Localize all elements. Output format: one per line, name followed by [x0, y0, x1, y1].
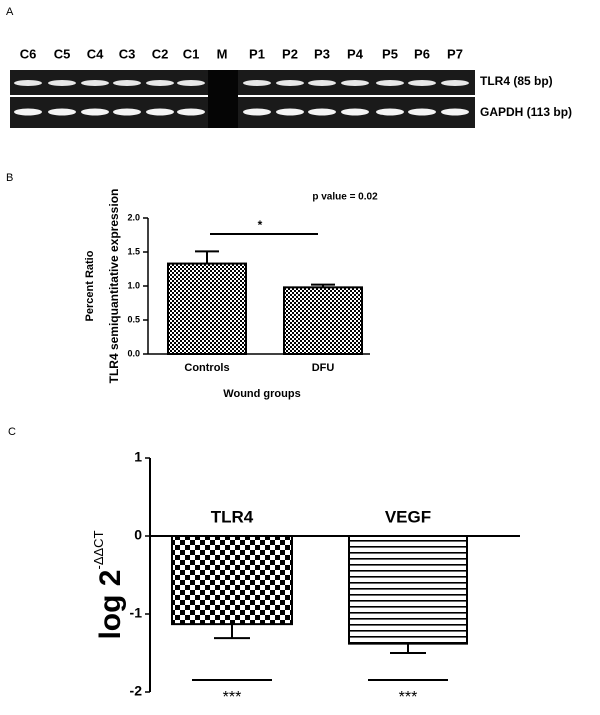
band-label: GAPDH (113 bp) [480, 105, 572, 119]
band [243, 108, 271, 116]
significance-mark: *** [223, 689, 242, 706]
band [243, 80, 271, 86]
band [146, 80, 174, 86]
y-tick-label: 1.5 [127, 246, 140, 256]
band [48, 80, 76, 86]
y-tick-label: 1 [134, 449, 142, 465]
band [146, 108, 174, 116]
lane-label: P7 [447, 46, 463, 61]
lane-label: P3 [314, 46, 330, 61]
band [276, 108, 304, 116]
x-tick-label: Controls [184, 362, 229, 374]
lane-label: C3 [119, 46, 136, 61]
band [341, 108, 369, 116]
band [177, 108, 205, 116]
band [441, 80, 469, 86]
bar [283, 286, 363, 355]
y-tick-label: 2.0 [127, 212, 140, 222]
error-bar [311, 283, 335, 288]
y-tick-label: 1.0 [127, 280, 140, 290]
band [308, 80, 336, 86]
lane-label: P6 [414, 46, 430, 61]
band [14, 108, 42, 116]
y-tick-label: 0.0 [127, 348, 140, 358]
y-axis-label: TLR4 semiquantitative expression [107, 189, 121, 384]
y-tick-label: 0 [134, 527, 142, 543]
band [177, 80, 205, 86]
lane-label: C4 [87, 46, 104, 61]
y-axis-label: Percent Ratio [84, 250, 96, 321]
panel-label: C [8, 426, 16, 438]
y-axis-label-base: log 2 [94, 570, 127, 640]
significance-mark: *** [399, 689, 418, 706]
y-tick-label: -1 [130, 605, 143, 621]
error-bar [390, 643, 426, 654]
category-label: TLR4 [211, 507, 254, 526]
band [81, 108, 109, 116]
annotation: p value = 0.02 [312, 192, 378, 203]
x-axis-label: Wound groups [223, 388, 300, 400]
lane-label: C1 [183, 46, 200, 61]
gel-strip [10, 97, 475, 128]
error-bar [214, 624, 250, 640]
lane-label: P1 [249, 46, 265, 61]
lane-label: C6 [20, 46, 37, 61]
band-label: TLR4 (85 bp) [480, 74, 553, 88]
band [408, 80, 436, 86]
gel-strip [10, 70, 475, 95]
band [113, 108, 141, 116]
lane-label: P5 [382, 46, 398, 61]
lane-label: C2 [152, 46, 169, 61]
bar [348, 535, 468, 645]
band [308, 108, 336, 116]
marker-lane [208, 70, 238, 128]
band [376, 80, 404, 86]
band [408, 108, 436, 116]
y-axis-label-superscript: -ΔΔCT [91, 530, 106, 569]
band [341, 80, 369, 86]
y-tick-label: -2 [130, 683, 143, 699]
band [14, 80, 42, 86]
significance-mark: * [258, 218, 263, 232]
band [48, 108, 76, 116]
band [376, 108, 404, 116]
lane-label: C5 [54, 46, 71, 61]
band [81, 80, 109, 86]
panel-label: A [6, 6, 14, 18]
bar [167, 262, 247, 355]
error-bar [195, 250, 219, 264]
y-axis-label: log 2-ΔΔCT [91, 530, 126, 639]
panel-label: B [6, 172, 13, 184]
band [441, 108, 469, 116]
bar [171, 535, 293, 626]
lane-label: P4 [347, 46, 364, 61]
y-tick-label: 0.5 [127, 314, 140, 324]
category-label: VEGF [385, 507, 431, 526]
band [113, 80, 141, 86]
x-tick-label: DFU [312, 362, 335, 374]
band [276, 80, 304, 86]
lane-label: P2 [282, 46, 298, 61]
lane-label: M [217, 46, 228, 61]
